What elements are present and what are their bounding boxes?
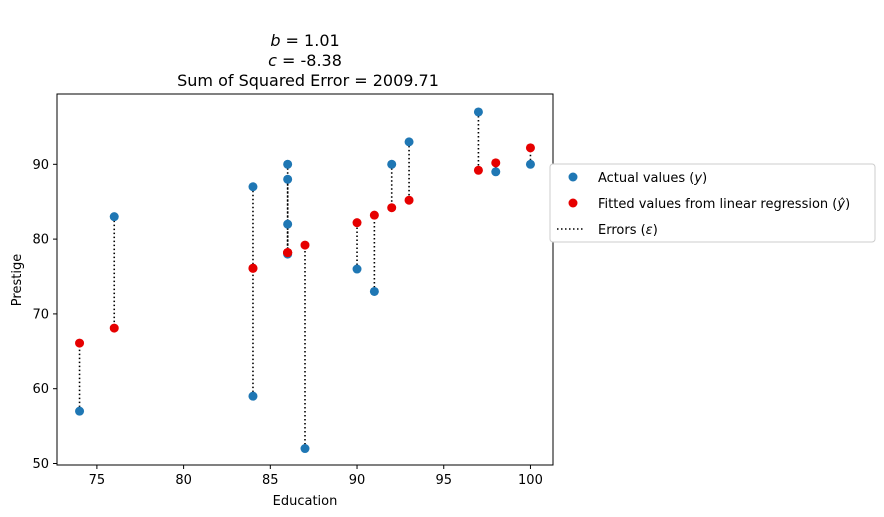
actual-point <box>369 286 379 296</box>
y-tick-label: 90 <box>32 158 49 173</box>
fitted-point <box>352 218 362 228</box>
x-axis-label: Education <box>273 494 338 509</box>
actual-point <box>300 444 310 454</box>
fitted-point <box>283 248 293 258</box>
error-lines-group <box>78 111 532 449</box>
fitted-point <box>369 210 379 220</box>
legend-actual-marker <box>568 172 578 182</box>
fitted-point <box>525 143 535 153</box>
title-b-symbol: b <box>270 31 280 50</box>
actual-point <box>283 219 293 229</box>
legend-fitted-label: Fitted values from linear regression (ŷ) <box>598 197 850 212</box>
title-c-value: = -8.38 <box>277 51 342 70</box>
actual-point <box>473 107 483 117</box>
legend-errors-label: Errors (ε) <box>598 223 658 238</box>
actual-point <box>283 159 293 169</box>
actual-point <box>283 174 293 184</box>
axes-frame <box>56 93 554 466</box>
y-tick-label: 80 <box>32 233 49 248</box>
legend-fitted-marker <box>568 198 578 208</box>
actual-point <box>387 159 397 169</box>
title-sse-line: Sum of Squared Error = 2009.71 <box>177 71 439 90</box>
fitted-point <box>109 323 119 333</box>
x-tick-label: 95 <box>435 473 452 488</box>
fitted-point <box>300 240 310 250</box>
fitted-point <box>75 338 85 348</box>
actual-point <box>491 167 501 177</box>
title-b-value: = 1.01 <box>280 31 339 50</box>
plot-area: 75 80 85 90 95 100 50 60 70 80 90 <box>32 93 554 488</box>
x-tick-label: 85 <box>262 473 279 488</box>
fitted-points-group <box>75 143 535 348</box>
title-c-symbol: c <box>268 51 277 70</box>
actual-point <box>248 182 258 192</box>
fitted-point <box>404 195 414 205</box>
actual-point <box>404 137 414 147</box>
x-tick-label: 75 <box>89 473 106 488</box>
fitted-point <box>387 203 397 213</box>
y-axis-ticks: 50 60 70 80 90 <box>32 158 57 472</box>
x-tick-label: 100 <box>518 473 543 488</box>
x-axis-ticks: 75 80 85 90 95 100 <box>89 465 543 488</box>
x-tick-label: 80 <box>175 473 192 488</box>
actual-point <box>352 264 362 274</box>
legend-box <box>549 163 876 243</box>
chart-title: b = 1.01 c = -8.38 Sum of Squared Error … <box>177 31 439 90</box>
legend-actual-label: Actual values (y) <box>598 171 707 186</box>
title-c-line: c = -8.38 <box>268 51 342 70</box>
title-b-line: b = 1.01 <box>270 31 339 50</box>
y-tick-label: 60 <box>32 382 49 397</box>
y-tick-label: 70 <box>32 307 49 322</box>
actual-point <box>75 406 85 416</box>
fitted-point <box>248 263 258 273</box>
legend: Actual values (y) Fitted values from lin… <box>549 163 876 243</box>
actual-point <box>109 212 119 222</box>
fitted-point <box>491 158 501 168</box>
actual-point <box>248 391 258 401</box>
x-tick-label: 90 <box>349 473 366 488</box>
y-axis-label: Prestige <box>10 254 25 306</box>
y-tick-label: 50 <box>32 457 49 472</box>
actual-points-group <box>75 107 535 454</box>
actual-point <box>525 159 535 169</box>
fitted-point <box>473 165 483 175</box>
